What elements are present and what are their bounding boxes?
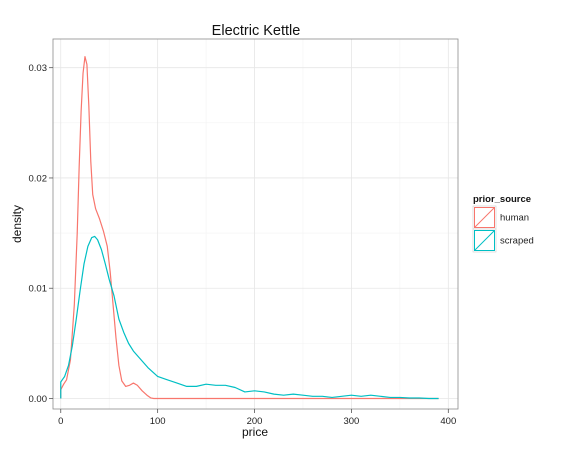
y-axis: 0.00 0.01 0.02 0.03: [29, 63, 53, 405]
y-tick-label: 0.00: [29, 394, 48, 405]
legend-key-line: [474, 230, 495, 251]
legend-key-swatch: [474, 207, 495, 228]
chart-title: Electric Kettle: [212, 23, 301, 39]
panel-border: [52, 38, 459, 410]
series-line-scraped: [60, 235, 439, 400]
legend: prior_source human scraped: [472, 194, 534, 253]
x-tick-label: 300: [343, 416, 359, 427]
y-tick-label: 0.02: [29, 173, 48, 184]
legend-items: human scraped: [472, 205, 534, 253]
grid-lines: [53, 39, 458, 409]
y-tick-label: 0.03: [29, 63, 48, 74]
legend-key-line: [474, 207, 495, 228]
x-tick-label: 400: [440, 416, 456, 427]
legend-item-human: human: [472, 205, 529, 230]
legend-label: human: [500, 213, 529, 224]
x-tick-label: 100: [150, 416, 166, 427]
x-tick-label: 0: [58, 416, 63, 427]
legend-title: prior_source: [473, 194, 531, 205]
panel-background: [53, 39, 458, 409]
legend-key-swatch: [474, 230, 495, 251]
legend-item-scraped: scraped: [472, 228, 534, 253]
legend-label: scraped: [500, 236, 534, 247]
y-tick-label: 0.01: [29, 284, 48, 295]
series-line-human: [60, 56, 439, 400]
y-axis-title: density: [10, 205, 24, 243]
x-axis: 0 100 200 300 400: [58, 409, 456, 427]
plot-panel: [52, 38, 459, 410]
x-axis-title: price: [242, 425, 268, 439]
series-lines: [60, 56, 439, 400]
x-tick-label: 200: [247, 416, 263, 427]
